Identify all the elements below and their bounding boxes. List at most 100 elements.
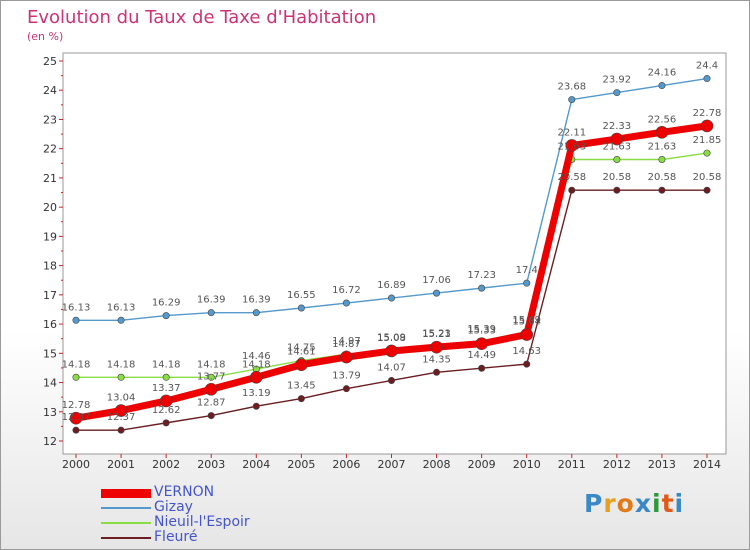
y-tick-label: 25 — [43, 55, 57, 68]
data-label-gizay: 16.72 — [332, 285, 361, 296]
data-label-fleur-: 14.49 — [467, 350, 496, 361]
data-point-fleur- — [207, 412, 215, 420]
x-tick-label: 2002 — [152, 458, 180, 471]
data-label-nieuil-l-espoir: 15.09 — [377, 333, 406, 344]
data-label-fleur-: 20.58 — [603, 172, 632, 183]
data-label-fleur-: 13.45 — [287, 381, 316, 392]
data-label-vernon: 22.33 — [603, 121, 632, 132]
data-point-vernon — [565, 139, 579, 152]
data-point-fleur- — [613, 186, 621, 194]
data-point-fleur- — [387, 376, 395, 384]
data-label-fleur-: 12.37 — [62, 412, 91, 423]
data-label-fleur-: 14.07 — [377, 362, 406, 373]
data-label-nieuil-l-espoir: 14.18 — [152, 359, 181, 370]
data-label-nieuil-l-espoir: 15.39 — [467, 324, 496, 335]
data-point-fleur- — [252, 402, 260, 410]
data-label-nieuil-l-espoir: 21.63 — [648, 142, 677, 153]
x-tick-label: 2001 — [107, 458, 135, 471]
data-label-nieuil-l-espoir: 15.23 — [422, 329, 451, 340]
x-tick-label: 2004 — [242, 458, 270, 471]
data-point-nieuil-l-espoir — [162, 373, 170, 381]
x-tick-label: 2005 — [287, 458, 315, 471]
data-label-fleur-: 20.58 — [648, 172, 677, 183]
data-label-fleur-: 14.35 — [422, 354, 451, 365]
data-point-gizay — [613, 89, 621, 97]
y-tick-label: 21 — [43, 172, 57, 185]
logo-letter: r — [603, 489, 617, 518]
y-tick-label: 19 — [43, 230, 57, 243]
data-point-gizay — [252, 309, 260, 317]
logo-letter: i — [652, 489, 662, 518]
y-tick-label: 12 — [43, 435, 57, 448]
data-label-vernon: 14.61 — [287, 347, 316, 358]
data-point-vernon — [385, 344, 398, 358]
data-label-vernon: 14.18 — [242, 359, 271, 370]
data-label-fleur-: 13.79 — [332, 371, 361, 382]
data-label-gizay: 17.06 — [422, 275, 451, 286]
y-axis-unit: (en %) — [27, 30, 64, 43]
data-point-fleur- — [72, 426, 80, 434]
data-label-nieuil-l-espoir: 14.97 — [332, 336, 361, 347]
data-point-vernon — [700, 119, 714, 133]
data-label-vernon: 15.33 — [467, 326, 496, 337]
data-point-gizay — [523, 279, 531, 287]
data-point-gizay — [703, 75, 711, 83]
data-point-gizay — [433, 289, 441, 297]
x-tick-label: 2000 — [62, 458, 90, 471]
y-tick-label: 14 — [43, 377, 57, 390]
legend-swatch-vernon — [101, 489, 151, 498]
data-label-nieuil-l-espoir: 14.75 — [287, 343, 316, 354]
data-point-vernon — [114, 404, 128, 417]
data-label-fleur-: 13.19 — [242, 388, 271, 399]
data-point-nieuil-l-espoir — [658, 156, 666, 164]
data-point-fleur- — [117, 426, 125, 434]
data-label-gizay: 17.23 — [467, 270, 496, 281]
data-label-nieuil-l-espoir: 21.85 — [693, 135, 722, 146]
logo-letter: i — [674, 489, 685, 518]
data-label-nieuil-l-espoir: 14.18 — [197, 359, 226, 370]
y-tick-label: 23 — [43, 113, 57, 126]
x-tick-label: 2006 — [332, 458, 360, 471]
data-point-vernon — [159, 394, 173, 408]
data-point-vernon — [249, 370, 263, 384]
data-label-gizay: 16.29 — [152, 298, 181, 309]
data-label-fleur-: 12.37 — [107, 412, 136, 423]
x-tick-label: 2003 — [197, 458, 225, 471]
data-label-vernon: 12.78 — [62, 400, 91, 411]
data-label-vernon: 22.56 — [648, 114, 677, 125]
y-tick-label: 15 — [43, 347, 57, 360]
data-point-gizay — [72, 316, 80, 324]
data-label-gizay: 23.92 — [603, 75, 632, 86]
data-label-gizay: 17.4 — [516, 265, 538, 276]
y-tick-label: 24 — [43, 84, 57, 97]
data-point-fleur- — [523, 360, 531, 368]
logo-letter: t — [661, 489, 675, 518]
data-point-nieuil-l-espoir — [207, 373, 215, 381]
data-label-vernon: 14.87 — [332, 339, 361, 350]
data-label-fleur-: 12.87 — [197, 398, 226, 409]
logo-letter: o — [616, 489, 635, 518]
data-point-vernon — [610, 132, 624, 146]
legend-label-vernon: VERNON — [154, 484, 215, 500]
chart-title: Evolution du Taux de Taxe d'Habitation — [27, 7, 377, 28]
data-label-fleur-: 20.58 — [693, 172, 722, 183]
data-label-gizay: 23.68 — [557, 82, 586, 93]
data-label-fleur-: 12.62 — [152, 405, 181, 416]
y-tick-label: 22 — [43, 143, 57, 156]
x-tick-label: 2009 — [468, 458, 496, 471]
data-label-gizay: 24.4 — [696, 61, 718, 72]
legend-label-fleure: Fleuré — [154, 529, 198, 545]
data-label-nieuil-l-espoir: 14.46 — [242, 351, 271, 362]
y-tick-label: 16 — [43, 318, 57, 331]
data-label-vernon: 22.78 — [693, 108, 722, 119]
data-label-gizay: 16.55 — [287, 290, 316, 301]
plot-area — [62, 52, 727, 455]
data-label-gizay: 16.89 — [377, 280, 406, 291]
data-label-nieuil-l-espoir: 21.63 — [603, 142, 632, 153]
data-point-gizay — [342, 299, 350, 307]
legend-label-nieuil: Nieuil-l'Espoir — [154, 514, 250, 530]
data-label-vernon: 13.04 — [107, 393, 136, 404]
legend-swatch-nieuil — [101, 522, 151, 524]
data-point-fleur- — [297, 395, 305, 403]
logo-letter: P — [584, 489, 604, 518]
